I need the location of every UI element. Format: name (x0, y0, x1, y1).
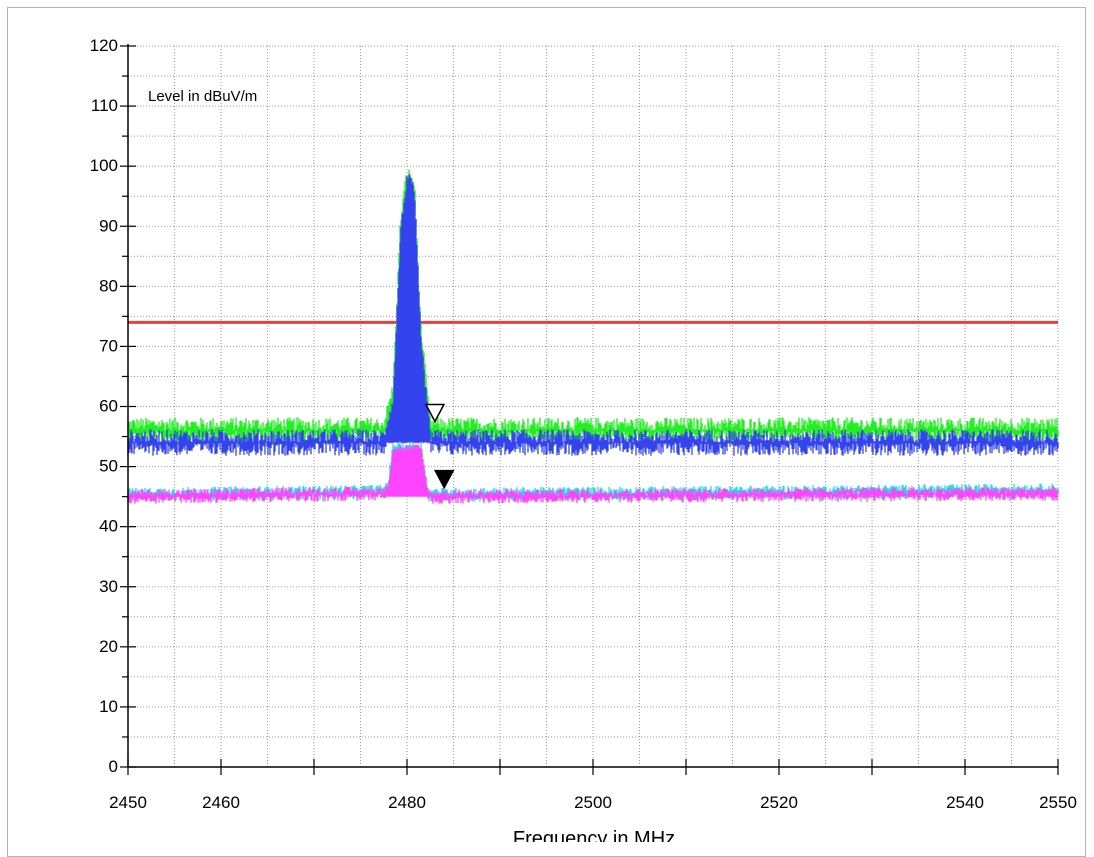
y-tick-label: 30 (99, 577, 118, 596)
x-tick-label: 2520 (760, 793, 798, 812)
y-tick-label: 80 (99, 276, 118, 295)
y-tick-label: 20 (99, 637, 118, 656)
markers (424, 403, 455, 490)
y-tick-label: 40 (99, 517, 118, 536)
y-tick-label: 100 (90, 156, 118, 175)
hollow-marker (424, 403, 446, 424)
y-tick-label: 110 (91, 96, 118, 115)
y-axis-label: Level in dBuV/m (148, 88, 257, 105)
y-tick-label: 60 (99, 397, 118, 416)
axes: 0 10 20 30 40 50 60 70 80 90 100 110 120 2450 2460 2480… (90, 36, 1077, 812)
x-tick-label: 2450 (109, 793, 147, 812)
y-tick-label: 120 (90, 36, 118, 55)
series-trace (127, 174, 1059, 456)
x-tick-label: 2480 (388, 793, 426, 812)
y-tick-label: 70 (99, 336, 118, 355)
grid (128, 45, 1059, 767)
series-trace (127, 169, 1059, 444)
y-tick-label: 50 (99, 457, 118, 476)
series-peak-fill (383, 185, 431, 443)
y-tick-label: 0 (109, 757, 118, 776)
y-tick-label: 90 (99, 216, 118, 235)
x-tick-label: 2550 (1039, 793, 1077, 812)
labels: Level in dBuV/m Frequency in MHz (148, 88, 675, 842)
x-axis-label: Frequency in MHz (513, 828, 675, 842)
x-tick-label: 2500 (574, 793, 612, 812)
series-peak-fill (383, 451, 429, 497)
x-tick-label: 2460 (202, 793, 240, 812)
filled-marker (433, 469, 455, 490)
x-tick-label: 2540 (946, 793, 984, 812)
series (127, 169, 1059, 504)
y-tick-label: 10 (99, 697, 118, 716)
